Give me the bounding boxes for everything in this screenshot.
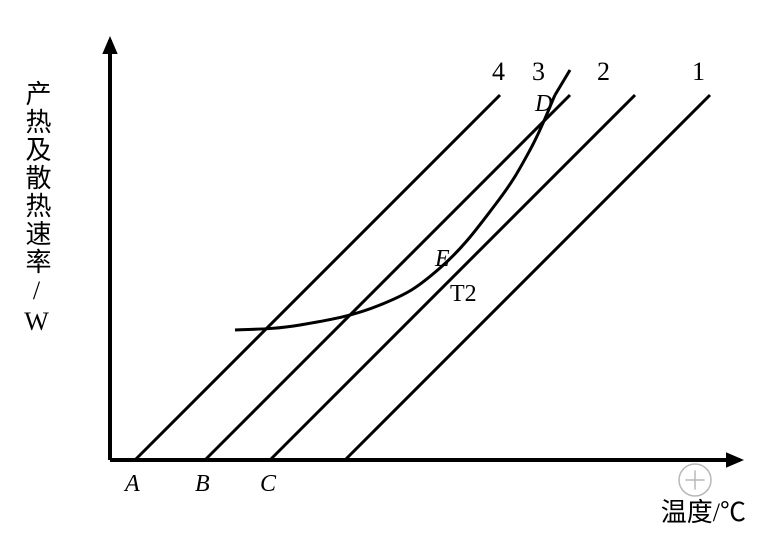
series-label-4: 4 <box>492 57 505 87</box>
point-label-D: D <box>535 91 552 118</box>
series-label-3: 3 <box>532 57 545 87</box>
series-label-1: 1 <box>692 57 705 87</box>
x-axis-label: 温度/℃ <box>661 492 746 529</box>
point-label-B: B <box>195 471 210 498</box>
point-label-T2: T2 <box>450 281 477 308</box>
point-label-C: C <box>260 471 276 498</box>
point-label-E: E <box>435 246 450 273</box>
y-axis-label: 产热及散热速率/W <box>18 80 55 338</box>
point-label-A: A <box>125 471 140 498</box>
series-label-2: 2 <box>597 57 610 87</box>
thermal-chart <box>0 0 764 537</box>
